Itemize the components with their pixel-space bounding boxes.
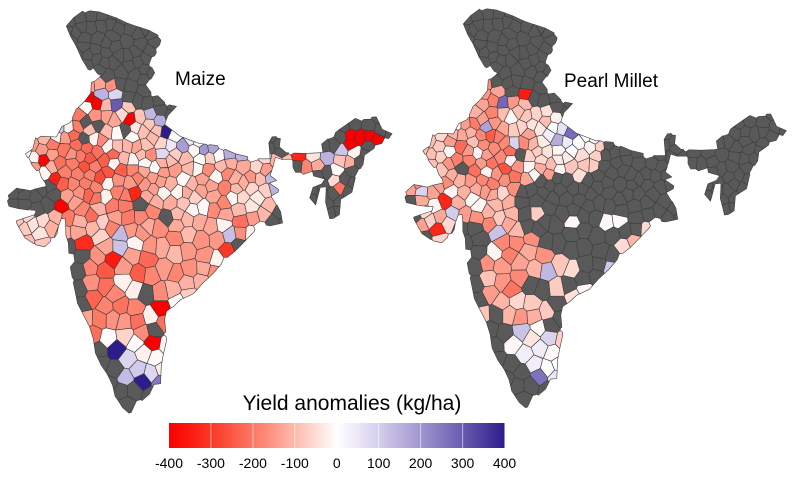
svg-text:Pearl Millet: Pearl Millet [564,71,659,92]
svg-text:Yield anomalies (kg/ha): Yield anomalies (kg/ha) [243,392,462,415]
svg-text:-300: -300 [197,455,225,471]
svg-text:-100: -100 [281,455,309,471]
svg-text:200: 200 [409,455,433,471]
svg-text:-200: -200 [239,455,267,471]
svg-text:-400: -400 [155,455,183,471]
svg-text:100: 100 [367,455,391,471]
svg-text:300: 300 [451,455,475,471]
svg-text:0: 0 [333,455,341,471]
svg-text:Maize: Maize [175,69,226,90]
svg-text:400: 400 [493,455,517,471]
